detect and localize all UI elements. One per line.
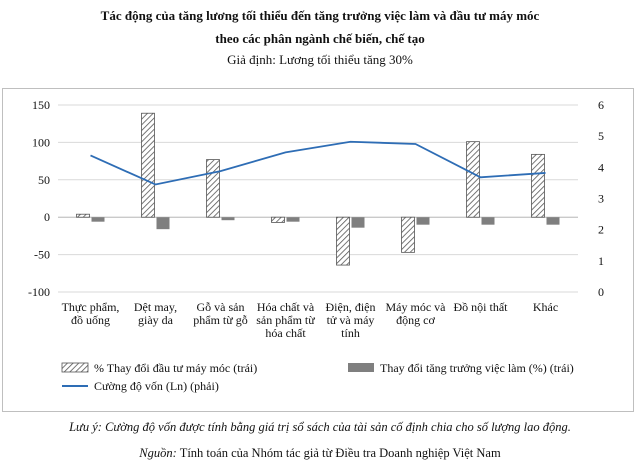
- category-label: Điện, điện: [326, 300, 376, 314]
- left-axis-tick-label: 100: [32, 135, 50, 149]
- bar-investment: [76, 213, 90, 218]
- category-label: phẩm từ gỗ: [193, 313, 248, 327]
- category-label: đồ uống: [71, 313, 110, 327]
- chart-frame: [2, 88, 634, 412]
- bar-employment: [286, 217, 300, 222]
- bar-employment: [221, 217, 235, 221]
- legend-swatch-investment: [61, 362, 89, 373]
- chart-note: Lưu ý: Cường độ vốn được tính bằng giá t…: [0, 420, 640, 435]
- legend-label-capital: Cường độ vốn (Ln) (phải): [94, 379, 219, 393]
- bar-investment: [336, 216, 350, 266]
- category-label: sản phẩm từ: [256, 313, 315, 327]
- category-label: Dệt may,: [134, 300, 177, 314]
- category-label: Hóa chất và: [257, 300, 315, 314]
- legend-label-investment: % Thay đổi đầu tư máy móc (trái): [94, 361, 257, 375]
- chart-title-line1: Tác động của tăng lương tối thiểu đến tă…: [100, 8, 540, 23]
- category-label: tính: [341, 326, 360, 340]
- right-axis-tick-label: 6: [598, 98, 604, 112]
- bar-investment: [531, 153, 545, 218]
- bar-investment: [271, 216, 285, 223]
- chart-title-block: Tác động của tăng lương tối thiểu đến tă…: [0, 4, 640, 70]
- right-axis-tick-label: 0: [598, 285, 604, 299]
- category-label: Đồ nội thất: [454, 300, 509, 314]
- bar-investment: [206, 159, 220, 218]
- bar-employment: [156, 217, 170, 230]
- category-label: Khác: [533, 300, 558, 314]
- bar-investment: [401, 216, 415, 253]
- category-label: hóa chất: [265, 326, 306, 340]
- right-axis-tick-label: 4: [598, 160, 604, 174]
- bar-investment: [141, 112, 155, 218]
- left-axis-tick-label: -100: [28, 285, 50, 299]
- legend-swatch-employment: [348, 363, 374, 372]
- category-label: giày da: [138, 313, 174, 327]
- category-label: động cơ: [396, 313, 435, 327]
- chart-subtitle: Giả định: Lương tối thiểu tăng 30%: [227, 52, 413, 67]
- bar-employment: [416, 217, 430, 225]
- source-label: Nguồn:: [139, 446, 177, 460]
- bar-employment: [351, 217, 365, 228]
- category-label: Máy móc và: [386, 300, 447, 314]
- bar-investment: [466, 141, 480, 218]
- category-label: Gỗ và sản: [197, 300, 245, 314]
- chart-source: Nguồn: Tính toán của Nhóm tác giả từ Điề…: [0, 446, 640, 461]
- bar-employment: [546, 217, 560, 225]
- category-label: tử và máy: [327, 313, 375, 327]
- right-axis-tick-label: 1: [598, 254, 604, 268]
- legend-label-employment: Thay đổi tăng trưởng việc làm (%) (trái): [380, 361, 574, 375]
- left-axis-tick-label: 50: [38, 173, 50, 187]
- bar-employment: [91, 217, 105, 222]
- note-label: Lưu ý:: [69, 420, 102, 434]
- source-text: Tính toán của Nhóm tác giả từ Điều tra D…: [179, 446, 501, 460]
- right-axis-tick-label: 3: [598, 192, 604, 206]
- bar-employment: [481, 217, 495, 225]
- note-text: Cường độ vốn được tính bằng giá trị sổ s…: [105, 420, 571, 434]
- left-axis-tick-label: 0: [44, 210, 50, 224]
- left-axis-tick-label: -50: [34, 248, 50, 262]
- right-axis-tick-label: 2: [598, 223, 604, 237]
- category-label: Thực phẩm,: [62, 300, 120, 314]
- left-axis-tick-label: 150: [32, 98, 50, 112]
- chart-title-line2: theo các phân ngành chế biến, chế tạo: [215, 31, 425, 46]
- right-axis-tick-label: 5: [598, 129, 604, 143]
- line-capital-intensity: [90, 140, 546, 186]
